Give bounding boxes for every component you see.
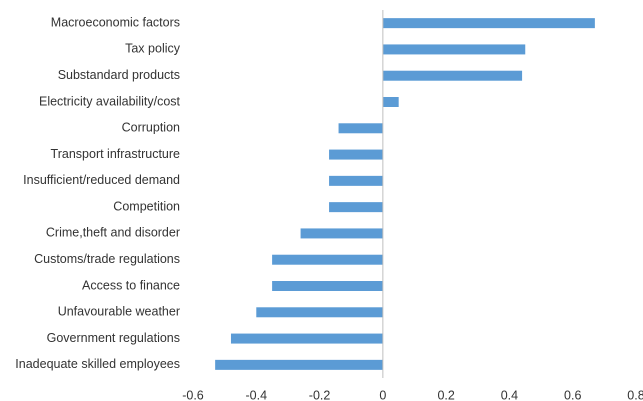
x-tick-label: -0.2 [309, 388, 331, 401]
bar [300, 228, 383, 239]
y-tick-label: Customs/trade regulations [34, 252, 180, 266]
y-tick-label: Crime,theft and disorder [46, 226, 180, 240]
bar [329, 202, 383, 213]
bar [329, 175, 383, 186]
y-tick-label: Inadequate skilled employees [15, 357, 180, 371]
y-tick-label: Competition [113, 199, 180, 213]
x-tick-label: 0.4 [501, 388, 518, 401]
y-tick-label: Insufficient/reduced demand [23, 173, 180, 187]
y-tick-label: Electricity availability/cost [39, 94, 181, 108]
x-tick-label: 0.6 [564, 388, 581, 401]
bar [382, 18, 595, 29]
y-tick-label: Macroeconomic factors [51, 15, 180, 29]
y-tick-label: Transport infrastructure [51, 147, 180, 161]
bar [256, 307, 383, 318]
bar [272, 254, 383, 265]
x-tick-label: 0 [379, 388, 386, 401]
y-tick-label: Access to finance [82, 278, 180, 292]
y-tick-label: Government regulations [47, 331, 180, 345]
y-tick-label: Unfavourable weather [58, 305, 180, 319]
y-tick-label: Substandard products [58, 68, 180, 82]
y-tick-label: Corruption [122, 121, 180, 135]
x-tick-label: -0.4 [246, 388, 268, 401]
bar [272, 281, 383, 291]
x-tick-label: 0.2 [437, 388, 454, 401]
bar [338, 123, 383, 134]
bar [230, 333, 383, 344]
x-tick-label: -0.6 [182, 388, 204, 401]
x-tick-label: 0.8 [627, 388, 643, 401]
bar [215, 359, 383, 370]
y-tick-label: Tax policy [125, 42, 181, 56]
bar [382, 44, 526, 55]
bar [382, 70, 523, 81]
bar [382, 97, 399, 107]
bar [329, 149, 383, 160]
